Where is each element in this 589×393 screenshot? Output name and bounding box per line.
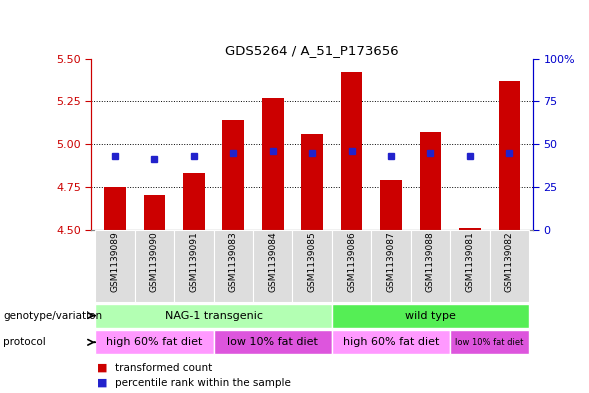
Bar [95, 330, 214, 354]
Bar [262, 98, 283, 230]
Bar [183, 173, 205, 230]
Text: low 10% fat diet: low 10% fat diet [455, 338, 524, 347]
Bar [214, 230, 253, 302]
Text: NAG-1 transgenic: NAG-1 transgenic [164, 310, 263, 321]
Text: GSM1139087: GSM1139087 [386, 232, 396, 292]
Bar [95, 303, 332, 328]
Text: GSM1139089: GSM1139089 [111, 232, 120, 292]
Text: GSM1139090: GSM1139090 [150, 232, 159, 292]
Bar [104, 187, 126, 230]
Bar [214, 330, 332, 354]
Text: ■: ■ [97, 363, 111, 373]
Bar [419, 132, 441, 230]
Bar [144, 195, 166, 230]
Bar [450, 330, 529, 354]
Bar [341, 72, 362, 230]
Bar [223, 120, 244, 230]
Title: GDS5264 / A_51_P173656: GDS5264 / A_51_P173656 [226, 44, 399, 57]
Bar [411, 230, 450, 302]
Bar [371, 230, 411, 302]
Bar [450, 230, 489, 302]
Bar [332, 230, 371, 302]
Text: genotype/variation: genotype/variation [3, 310, 102, 321]
Text: GSM1139081: GSM1139081 [465, 232, 474, 292]
Text: low 10% fat diet: low 10% fat diet [227, 337, 318, 347]
Text: percentile rank within the sample: percentile rank within the sample [115, 378, 291, 387]
Text: GSM1139084: GSM1139084 [268, 232, 277, 292]
Text: GSM1139086: GSM1139086 [347, 232, 356, 292]
Text: protocol: protocol [3, 337, 46, 347]
Text: high 60% fat diet: high 60% fat diet [343, 337, 439, 347]
Bar [332, 303, 529, 328]
Text: GSM1139082: GSM1139082 [505, 232, 514, 292]
Text: wild type: wild type [405, 310, 456, 321]
Bar [174, 230, 214, 302]
Text: GSM1139085: GSM1139085 [307, 232, 317, 292]
Text: GSM1139091: GSM1139091 [189, 232, 198, 292]
Text: transformed count: transformed count [115, 363, 212, 373]
Text: GSM1139088: GSM1139088 [426, 232, 435, 292]
Bar [293, 230, 332, 302]
Bar [302, 134, 323, 230]
Bar [332, 330, 450, 354]
Bar [459, 228, 481, 230]
Text: GSM1139083: GSM1139083 [229, 232, 238, 292]
Text: high 60% fat diet: high 60% fat diet [106, 337, 203, 347]
Text: ■: ■ [97, 378, 111, 387]
Bar [489, 230, 529, 302]
Bar [253, 230, 293, 302]
Bar [135, 230, 174, 302]
Bar [95, 230, 135, 302]
Bar [380, 180, 402, 230]
Bar [498, 81, 520, 230]
